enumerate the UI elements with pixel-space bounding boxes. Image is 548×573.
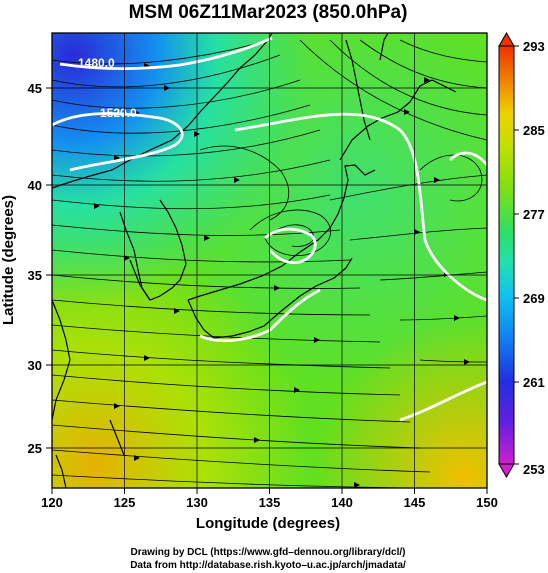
colorbar-tick-label: 253 xyxy=(523,462,545,477)
x-tick-label: 135 xyxy=(259,495,281,510)
colorbar-tick-label: 293 xyxy=(523,39,545,54)
x-tick-labels: 120 125 130 135 140 145 150 xyxy=(41,495,498,510)
y-tick-label: 25 xyxy=(28,441,42,456)
colorbar-max-arrow xyxy=(498,31,515,47)
x-tick-label: 145 xyxy=(404,495,426,510)
colorbar-tick-label: 277 xyxy=(523,207,545,222)
y-tick-label: 30 xyxy=(28,358,42,373)
colorbar-tick-label: 261 xyxy=(523,375,545,390)
y-axis-ticks xyxy=(46,87,52,449)
y-tick-labels: 25 30 35 40 45 xyxy=(28,81,42,456)
colorbar: 293 285 277 269 261 253 xyxy=(498,31,545,479)
y-tick-label: 40 xyxy=(28,178,42,193)
x-tick-label: 150 xyxy=(476,495,498,510)
graticule xyxy=(52,33,487,488)
credit-drawing: Drawing by DCL (https://www.gfd–dennou.o… xyxy=(130,547,405,558)
x-tick-label: 130 xyxy=(186,495,208,510)
colorbar-min-arrow xyxy=(498,463,515,479)
y-tick-label: 45 xyxy=(28,81,42,96)
x-tick-label: 125 xyxy=(114,495,136,510)
geopotential-contours xyxy=(52,36,487,422)
plot-area: 1480.0 1520.0 xyxy=(52,33,487,488)
x-axis-ticks xyxy=(51,488,488,494)
colorbar-tick-label: 285 xyxy=(523,123,545,138)
colorbar-tick-label: 269 xyxy=(523,291,545,306)
credit-data: Data from http://database.rish.kyoto–u.a… xyxy=(130,560,406,571)
map-title: MSM 06Z11Mar2023 (850.0hPa) xyxy=(129,2,408,23)
contour-label-1480: 1480.0 xyxy=(78,56,115,70)
x-tick-label: 120 xyxy=(41,495,63,510)
contour-label-1520: 1520.0 xyxy=(100,106,137,120)
x-tick-label: 140 xyxy=(331,495,353,510)
y-tick-label: 35 xyxy=(28,268,42,283)
y-axis-label: Latitude (degrees) xyxy=(0,195,17,325)
x-axis-label: Longitude (degrees) xyxy=(196,515,340,532)
wind-streamlines xyxy=(52,39,487,488)
